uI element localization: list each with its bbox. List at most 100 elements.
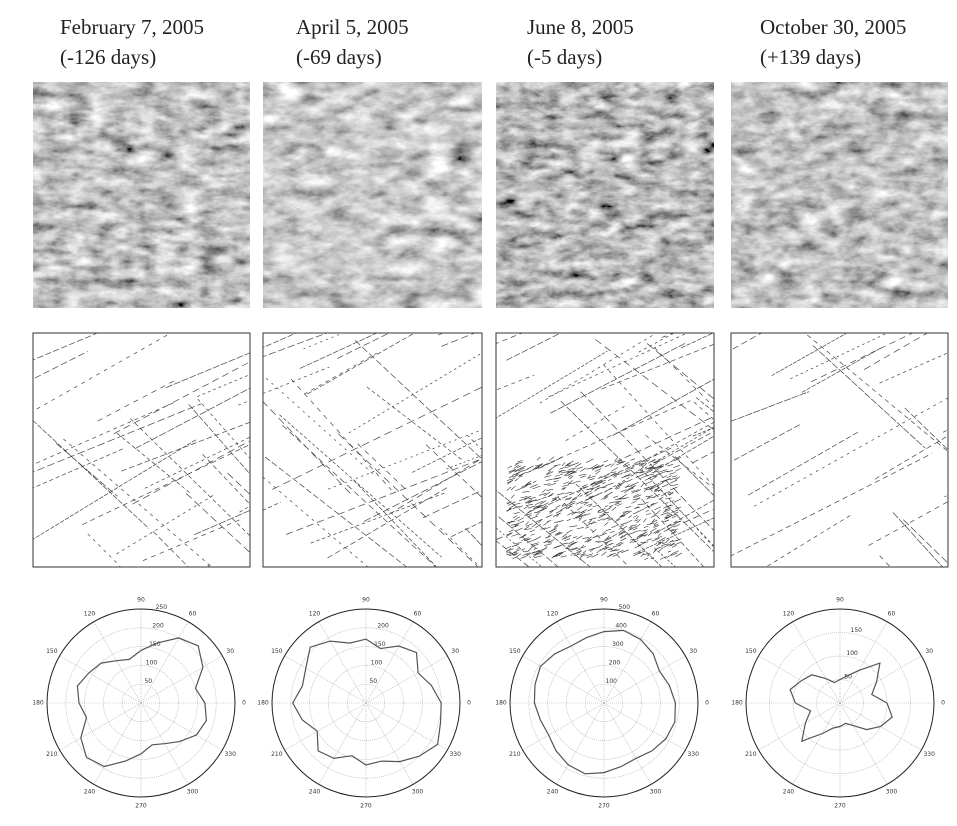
polar-chart: 100 200 300 400 500 0 30 60 90 120 150 180 210 240 270… — [495, 597, 709, 810]
angular-tick-label: 300 — [886, 789, 898, 796]
angular-tick-label: 150 — [271, 648, 283, 655]
angular-grid — [319, 703, 366, 784]
column-date: February 7, 2005 — [60, 15, 204, 39]
column-date: June 8, 2005 — [527, 15, 634, 39]
angular-grid — [604, 703, 685, 750]
angular-tick-label: 210 — [46, 751, 58, 758]
angular-tick-label: 270 — [598, 803, 610, 810]
angular-grid — [557, 703, 604, 784]
angular-tick-label: 90 — [362, 597, 370, 604]
angular-tick-label: 120 — [783, 610, 795, 617]
angular-tick-label: 270 — [834, 803, 846, 810]
angular-tick-label: 30 — [226, 648, 234, 655]
angular-grid — [60, 703, 141, 750]
radial-tick-label: 50 — [369, 678, 377, 685]
angular-tick-label: 90 — [137, 597, 145, 604]
radial-tick-label: 200 — [609, 659, 621, 666]
angular-tick-label: 0 — [242, 700, 246, 707]
angular-tick-label: 0 — [467, 700, 471, 707]
column-date: October 30, 2005 — [760, 15, 906, 39]
angular-tick-label: 0 — [941, 700, 945, 707]
rose-line — [293, 639, 442, 765]
angular-tick-label: 30 — [451, 648, 459, 655]
angular-tick-label: 240 — [547, 789, 559, 796]
satellite-image — [731, 82, 948, 308]
angular-tick-label: 150 — [509, 648, 521, 655]
column-date: April 5, 2005 — [296, 15, 409, 39]
angular-tick-label: 330 — [923, 751, 935, 758]
angular-tick-label: 240 — [309, 789, 321, 796]
radial-tick-label: 300 — [612, 641, 624, 648]
angular-tick-label: 330 — [449, 751, 461, 758]
column-offset: (-126 days) — [60, 45, 156, 69]
angular-tick-label: 210 — [271, 751, 283, 758]
column-offset: (-5 days) — [527, 45, 602, 69]
radial-tick-label: 400 — [615, 622, 627, 629]
angular-tick-label: 120 — [309, 610, 321, 617]
angular-tick-label: 240 — [783, 789, 795, 796]
angular-grid — [366, 703, 447, 750]
polar-chart: 5010015020025003060901201501802102402703… — [32, 597, 246, 810]
angular-tick-label: 60 — [888, 610, 896, 617]
angular-grid — [793, 703, 840, 784]
angular-tick-label: 330 — [687, 751, 699, 758]
rose-line — [77, 638, 206, 767]
angular-grid — [94, 703, 141, 784]
angular-tick-label: 330 — [224, 751, 236, 758]
angular-tick-label: 270 — [360, 803, 372, 810]
angular-tick-label: 300 — [650, 789, 662, 796]
angular-tick-label: 60 — [652, 610, 660, 617]
rose-line — [534, 630, 675, 773]
radial-tick-label: 100 — [846, 650, 858, 657]
angular-grid — [840, 703, 887, 784]
angular-tick-label: 180 — [495, 700, 507, 707]
angular-tick-label: 180 — [731, 700, 743, 707]
radial-tick-label: 50 — [144, 678, 152, 685]
radial-tick-label: 200 — [377, 622, 389, 629]
angular-grid — [759, 703, 840, 750]
angular-tick-label: 60 — [189, 610, 197, 617]
radial-tick-label: 150 — [851, 627, 863, 634]
angular-grid — [840, 622, 887, 703]
radial-tick-label: 100 — [606, 678, 618, 685]
angular-grid — [141, 703, 222, 750]
detected-line — [208, 565, 361, 705]
angular-grid — [840, 656, 921, 703]
angular-grid — [319, 622, 366, 703]
angular-tick-label: 150 — [46, 648, 58, 655]
polar-chart: 501001500306090120150180210240270300330 — [731, 597, 945, 810]
radial-tick-label: 100 — [146, 659, 158, 666]
angular-tick-label: 30 — [925, 648, 933, 655]
angular-tick-label: 300 — [412, 789, 424, 796]
angular-grid — [793, 622, 840, 703]
radial-tick-label: 100 — [371, 659, 383, 666]
satellite-image — [33, 82, 250, 308]
angular-grid — [604, 703, 651, 784]
line-detection-panel — [688, 261, 957, 703]
angular-tick-label: 210 — [509, 751, 521, 758]
figure: February 7, 2005 (-126 days) April 5, 2005… — [0, 0, 957, 826]
angular-tick-label: 90 — [600, 597, 608, 604]
angular-tick-label: 150 — [745, 648, 757, 655]
angular-tick-label: 30 — [689, 648, 697, 655]
radial-tick-label: 250 — [156, 604, 168, 611]
angular-tick-label: 270 — [135, 803, 147, 810]
rose-line — [790, 663, 892, 741]
radial-tick-label: 200 — [152, 622, 164, 629]
angular-tick-label: 120 — [547, 610, 559, 617]
polar-chart: 50 100 150 200 0 30 60 90 120 150 180 210 240 270 300 3… — [257, 597, 471, 810]
radial-tick-label: 500 — [619, 604, 631, 611]
angular-grid — [366, 703, 413, 784]
satellite-image — [496, 82, 714, 308]
angular-tick-label: 180 — [32, 700, 44, 707]
angular-tick-label: 180 — [257, 700, 269, 707]
angular-tick-label: 120 — [84, 610, 96, 617]
angular-tick-label: 0 — [705, 700, 709, 707]
angular-tick-label: 90 — [836, 597, 844, 604]
angular-tick-label: 300 — [187, 789, 199, 796]
angular-tick-label: 210 — [745, 751, 757, 758]
radial-tick-label: 150 — [374, 641, 386, 648]
angular-grid — [94, 622, 141, 703]
angular-tick-label: 60 — [414, 610, 422, 617]
page: {"columns": [ {"date": "February 7, 2005… — [0, 0, 957, 826]
